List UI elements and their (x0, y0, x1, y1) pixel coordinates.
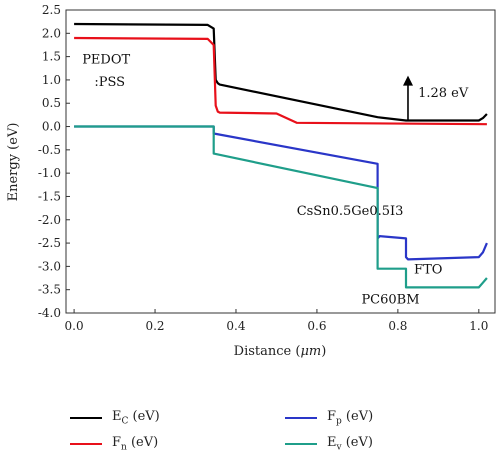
band-gap-arrow (402, 75, 413, 121)
annotation-pedot1: PEDOT (82, 53, 130, 68)
annotation-gap: 1.28 eV (418, 86, 469, 101)
y-tick-label: -2.5 (38, 236, 61, 250)
legend-label-fn: Fn (eV) (112, 435, 159, 453)
series-line-3 (74, 125, 488, 289)
x-tick-label: 0.6 (307, 319, 326, 333)
series-line-1 (74, 36, 487, 126)
series-line-0 (74, 22, 488, 122)
arrow-head (402, 75, 413, 86)
y-tick-label: 0.5 (42, 96, 61, 110)
legend-swatch-fp (285, 416, 317, 419)
legend-label-fp: Fp (eV) (327, 409, 374, 427)
annotation-perov: CsSn0.5Ge0.5I3 (297, 204, 404, 219)
series-line-2 (74, 125, 488, 261)
y-tick-label: -1.0 (38, 166, 61, 180)
y-tick-label: -3.5 (38, 283, 61, 297)
legend-swatch-fn (70, 442, 102, 445)
x-axis-ticks: 0.0 0.2 0.4 0.6 0.8 1.0 (65, 309, 488, 333)
y-tick-label: 1.5 (42, 50, 61, 64)
legend-item-fn: Fn (eV) (70, 435, 158, 453)
series-lines (74, 22, 488, 289)
legend-item-fp: Fp (eV) (285, 409, 373, 427)
legend-label-ev: Ev (eV) (327, 435, 373, 453)
y-tick-label: 2.5 (42, 3, 61, 17)
y-axis-title: Energy (eV) (6, 123, 21, 202)
annotation-pedot2: :PSS (94, 75, 125, 90)
y-tick-label: -2.0 (38, 213, 61, 227)
y-tick-label: 1.0 (42, 73, 61, 87)
legend-item-ec: EC (eV) (70, 409, 160, 427)
x-tick-label: 0.4 (226, 319, 245, 333)
y-axis-ticks: 2.5 2.0 1.5 1.0 0.5 0.0 -0.5 -1.0 -1.5 -2.0 -2.5 -3… (38, 3, 70, 320)
x-tick-label: 1.0 (469, 319, 488, 333)
x-tick-label: 0.2 (145, 319, 164, 333)
y-tick-label: -1.5 (38, 189, 61, 203)
x-tick-label: 0.8 (388, 319, 407, 333)
annotation-pcbm: PC60BM (361, 293, 419, 308)
y-tick-label: -0.5 (38, 143, 61, 157)
y-tick-label: -3.0 (38, 259, 61, 273)
legend-item-ev: Ev (eV) (285, 435, 373, 453)
legend-swatch-ec (70, 416, 102, 419)
legend-swatch-ev (285, 442, 317, 445)
annotation-fto: FTO (414, 262, 442, 277)
y-tick-label: -4.0 (38, 306, 61, 320)
legend-label-ec: EC (eV) (112, 409, 160, 427)
x-tick-label: 0.0 (65, 319, 84, 333)
plot-frame (65, 9, 496, 314)
band-diagram-chart: 2.5 2.0 1.5 1.0 0.5 0.0 -0.5 -1.0 -1.5 -2.0 -2.5 -3… (6, 3, 496, 359)
y-tick-label: 2.0 (42, 26, 61, 40)
y-tick-label: 0.0 (42, 120, 61, 134)
legend: EC (eV) Fn (eV) Fp (eV) Ev (eV) (0, 395, 500, 460)
x-axis-title: Distance (μm) (234, 344, 327, 359)
annotations: PEDOT :PSS 1.28 eV CsSn0.5Ge0.5I3 FTO PC60BM (82, 53, 469, 308)
